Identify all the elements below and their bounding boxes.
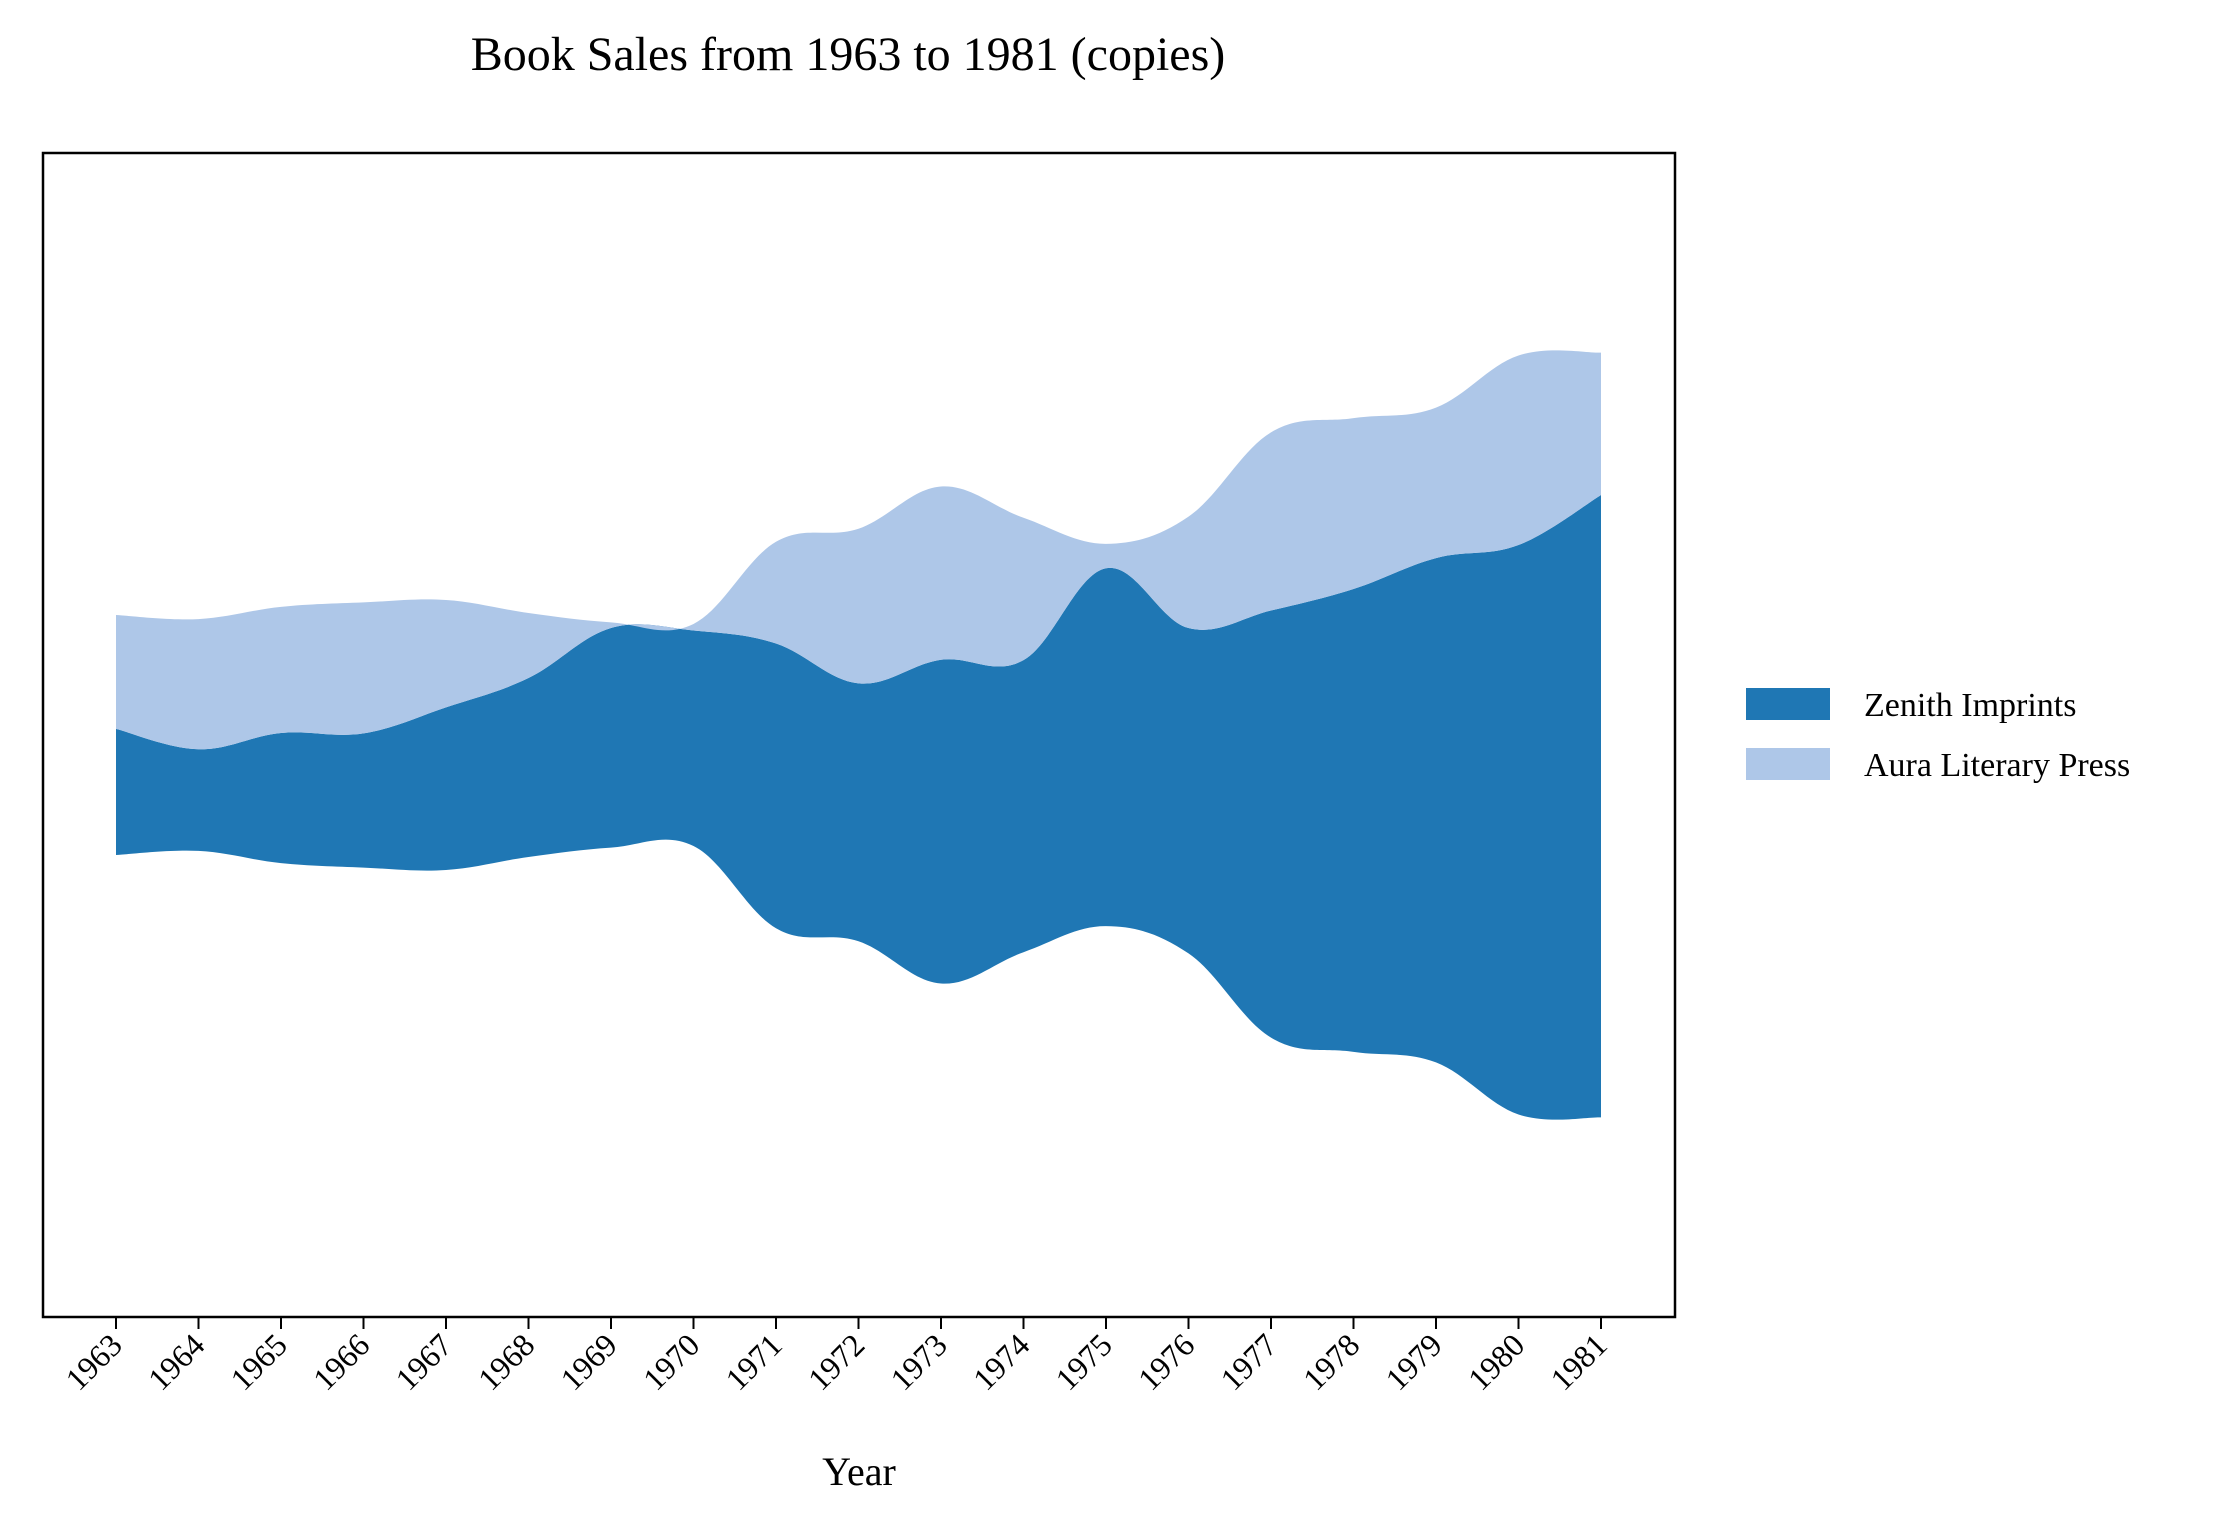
chart-title: Book Sales from 1963 to 1981 (copies) <box>471 28 1226 81</box>
x-tick-label: 1966 <box>306 1326 377 1397</box>
x-tick-label: 1970 <box>636 1326 707 1397</box>
x-axis-ticks: 1963 1964 1965 1966 1967 1968 1969 1970 1971 1972… <box>58 1317 1614 1397</box>
x-tick-label: 1964 <box>141 1326 212 1397</box>
x-tick-label: 1979 <box>1378 1326 1449 1397</box>
x-tick-label: 1974 <box>966 1326 1037 1397</box>
x-axis-label: Year <box>822 1449 896 1494</box>
area-aura-literary-press <box>116 350 1601 750</box>
x-tick-label: 1963 <box>58 1326 129 1397</box>
x-tick-label: 1977 <box>1213 1326 1284 1397</box>
stream-areas <box>116 350 1601 1120</box>
x-tick-label: 1976 <box>1131 1326 1202 1397</box>
x-tick-label: 1968 <box>471 1326 542 1397</box>
legend: Zenith Imprints Aura Literary Press <box>1746 687 2130 784</box>
x-tick-label: 1969 <box>553 1326 624 1397</box>
x-tick-label: 1971 <box>718 1326 789 1397</box>
x-tick-label: 1965 <box>223 1326 294 1397</box>
x-tick-label: 1981 <box>1543 1326 1614 1397</box>
legend-swatch <box>1746 688 1830 720</box>
area-zenith-imprints <box>116 495 1601 1120</box>
x-tick-label: 1975 <box>1048 1326 1119 1397</box>
x-tick-label: 1972 <box>801 1326 872 1397</box>
legend-label: Zenith Imprints <box>1864 687 2076 724</box>
x-tick-label: 1973 <box>883 1326 954 1397</box>
x-tick-label: 1967 <box>388 1326 459 1397</box>
legend-label: Aura Literary Press <box>1864 747 2130 784</box>
legend-swatch <box>1746 748 1830 780</box>
x-tick-label: 1980 <box>1461 1326 1532 1397</box>
x-tick-label: 1978 <box>1296 1326 1367 1397</box>
